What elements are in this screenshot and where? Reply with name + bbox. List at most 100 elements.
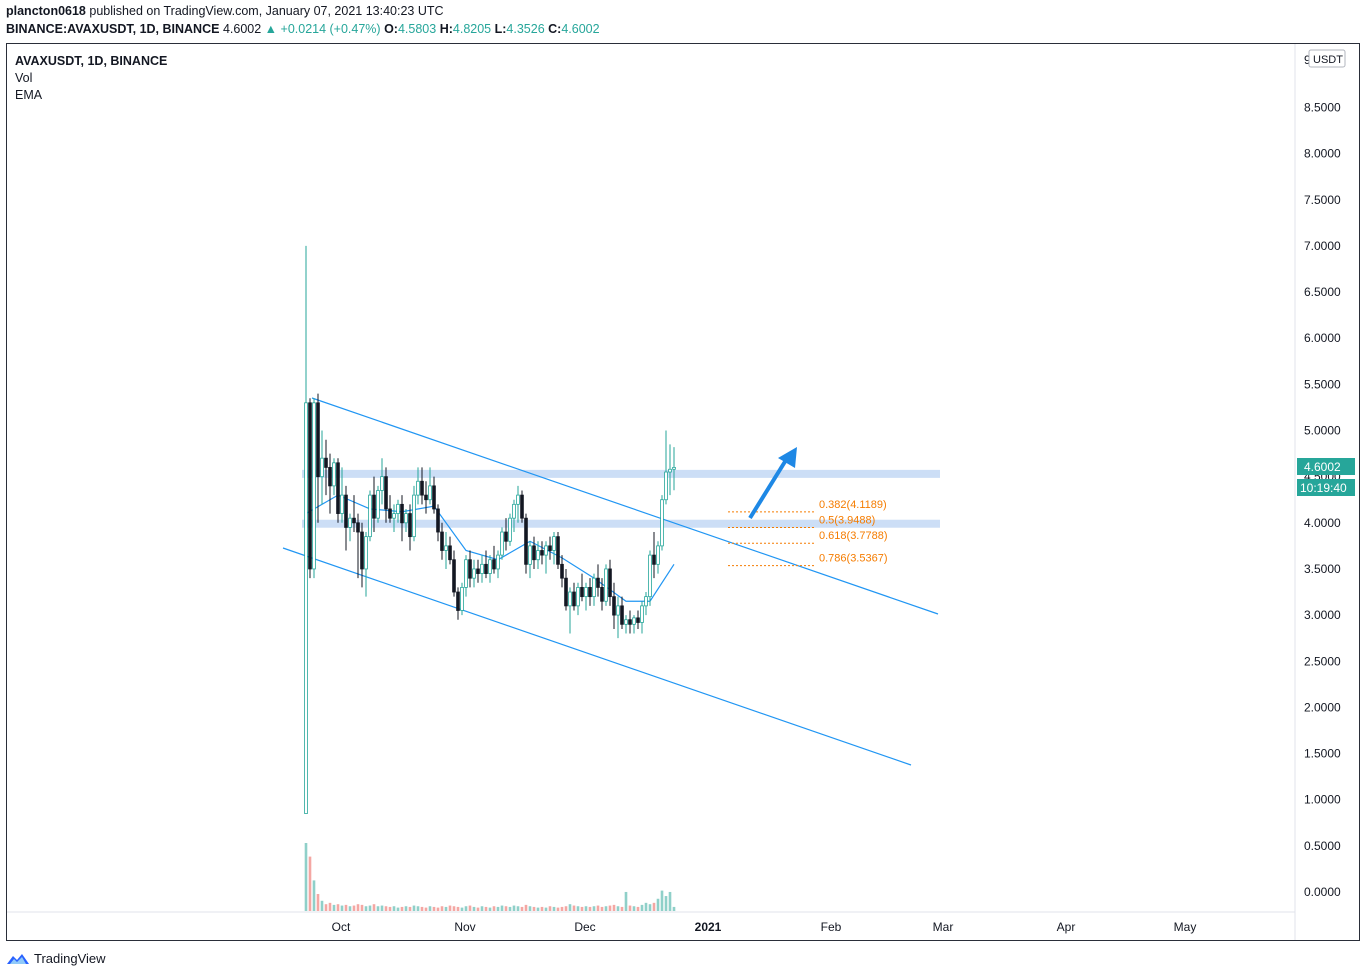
fib-level-label: 0.786(3.5367)	[819, 553, 888, 565]
publisher-name[interactable]: plancton0618	[6, 4, 86, 18]
candle	[512, 499, 516, 533]
x-tick-label: Apr	[1057, 920, 1076, 934]
candle-body	[440, 531, 444, 551]
resistance-zone	[302, 469, 940, 478]
volume-bar	[452, 906, 456, 911]
volume-bar	[368, 905, 372, 911]
candle	[604, 564, 608, 606]
candle	[580, 573, 584, 602]
x-tick-label: Mar	[933, 920, 954, 934]
chart-frame[interactable]	[6, 43, 1360, 941]
candle	[624, 615, 628, 634]
candle	[628, 610, 632, 634]
candle	[588, 578, 592, 606]
candle	[520, 490, 524, 523]
volume-bar	[652, 902, 656, 911]
volume-bar	[400, 906, 404, 911]
candle	[596, 564, 600, 597]
candle-body	[432, 485, 436, 510]
candle-body	[652, 554, 656, 565]
high-value: 4.8205	[452, 22, 492, 36]
volume-bar	[516, 906, 520, 911]
candle	[480, 555, 484, 583]
candle-body	[580, 587, 584, 598]
volume-bar	[556, 907, 560, 911]
candle	[568, 587, 572, 634]
candle-body	[384, 476, 388, 510]
candle	[376, 485, 380, 523]
volume-bar	[328, 902, 332, 911]
legend-symbol[interactable]: AVAXUSDT, 1D, BINANCE	[15, 54, 168, 68]
volume-bar	[564, 906, 568, 911]
volume-bar	[472, 906, 476, 911]
y-tick-label: 2.0000	[1304, 700, 1341, 714]
volume-bar	[560, 906, 564, 911]
candle	[472, 559, 476, 588]
candle-body	[328, 467, 332, 487]
x-tick-label: 2021	[695, 920, 722, 934]
candle	[340, 467, 344, 523]
candle-body	[408, 513, 412, 538]
y-tick-label: 4.0000	[1304, 516, 1341, 530]
volume-bar	[672, 906, 676, 911]
volume-bar	[476, 907, 480, 911]
volume-bar	[392, 906, 396, 911]
volume-bar	[504, 906, 508, 911]
volume-bar	[552, 906, 556, 911]
volume-bar	[536, 907, 540, 911]
volume-bar	[460, 907, 464, 911]
candle	[556, 532, 560, 569]
candle-body	[668, 468, 672, 473]
candle-body	[464, 559, 468, 588]
legend-ema[interactable]: EMA	[15, 88, 43, 102]
volume-bar	[512, 905, 516, 911]
volume-bar	[568, 904, 572, 911]
candle	[648, 550, 652, 606]
footer-brand[interactable]: TradingView	[6, 951, 106, 966]
candle	[404, 508, 408, 533]
y-tick-label: 1.0000	[1304, 793, 1341, 807]
candle	[468, 550, 472, 588]
candle-body	[608, 568, 612, 598]
candle-body	[600, 587, 604, 602]
candle	[660, 495, 664, 551]
candle	[592, 573, 596, 606]
volume-bar	[396, 907, 400, 911]
volume-bar	[616, 906, 620, 911]
volume-bar	[448, 905, 452, 911]
last-price-value: 4.6002	[1304, 460, 1341, 474]
candle-body	[484, 563, 488, 574]
y-tick-label: 5.0000	[1304, 424, 1341, 438]
low-label: L:	[494, 22, 507, 36]
volume-bar	[356, 904, 360, 911]
candle-body	[424, 494, 428, 501]
volume-bar	[640, 904, 644, 911]
volume-bar	[544, 907, 548, 911]
candle-body	[480, 563, 484, 574]
volume-bar	[420, 906, 424, 911]
candle-body	[352, 517, 356, 524]
candle	[600, 578, 604, 611]
candle	[516, 485, 520, 523]
volume-bar	[324, 904, 328, 911]
volume-bar	[584, 906, 588, 911]
volume-bar	[388, 906, 392, 911]
candle-body	[436, 508, 440, 533]
candle	[388, 495, 392, 523]
legend-volume[interactable]: Vol	[15, 71, 33, 85]
volume-bar	[496, 906, 500, 911]
candle	[460, 582, 464, 616]
volume-bar	[548, 906, 552, 911]
volume-bar	[540, 906, 544, 911]
candle-body	[656, 545, 660, 565]
volume-bar	[428, 906, 432, 911]
candle-body	[524, 517, 528, 565]
candle-body	[396, 503, 400, 514]
y-tick-label: 0.5000	[1304, 839, 1341, 853]
volume-bar	[332, 904, 336, 911]
candle	[384, 467, 388, 523]
candle	[496, 550, 500, 579]
candle	[664, 430, 668, 505]
candle-body	[304, 402, 308, 814]
